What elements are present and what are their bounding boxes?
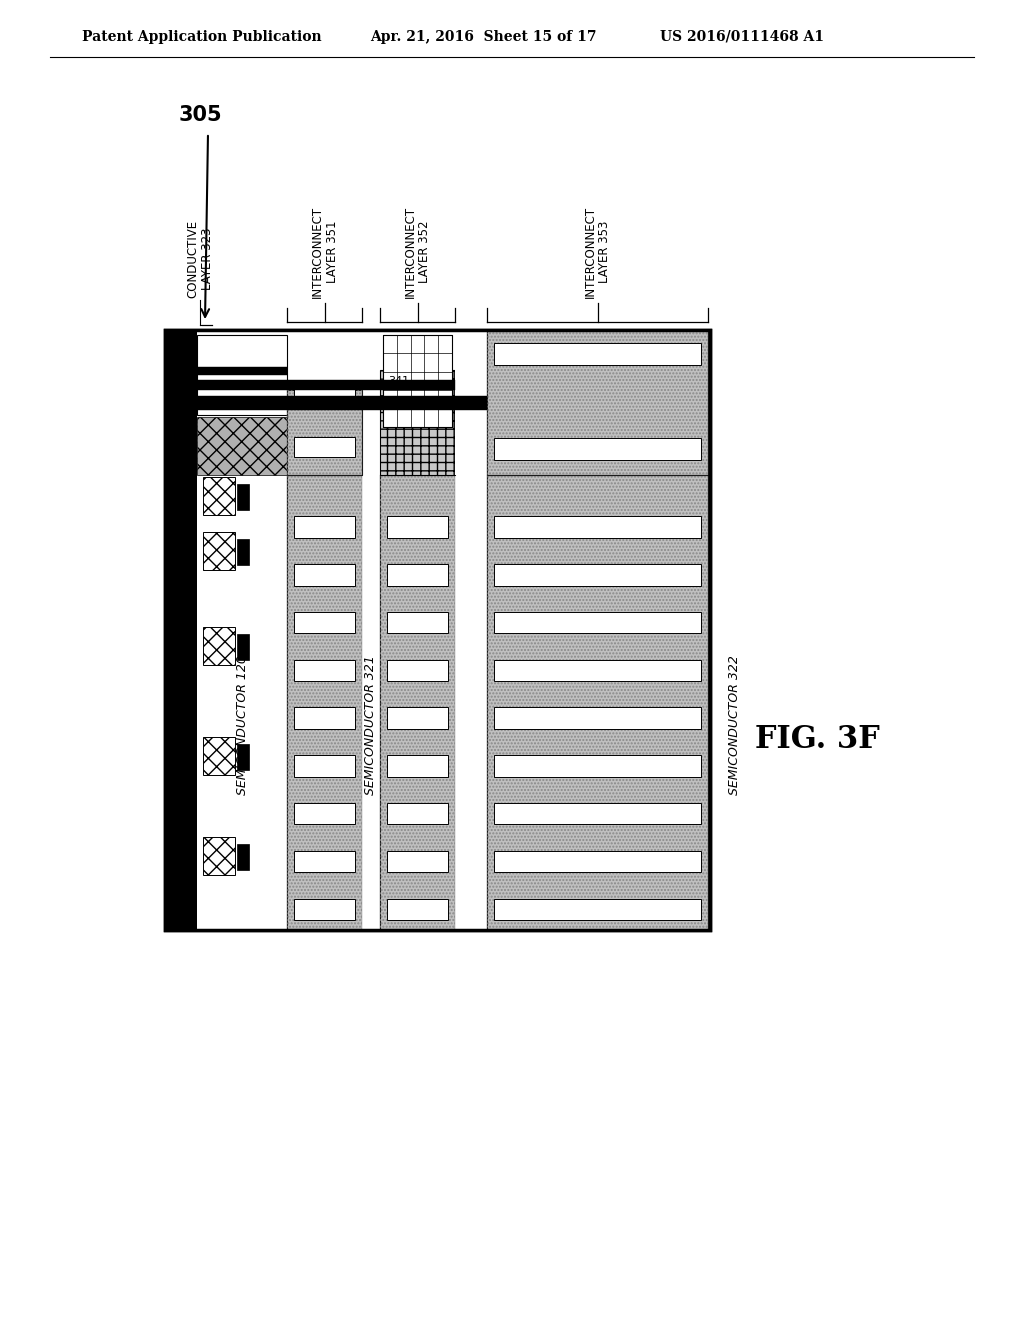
Bar [287, 389, 362, 475]
Bar [197, 442, 362, 446]
Bar [197, 330, 710, 475]
Bar [387, 803, 449, 825]
Bar [487, 475, 708, 931]
Text: INTERCONNECT
LAYER 351: INTERCONNECT LAYER 351 [310, 206, 339, 298]
Text: SEMICONDUCTOR 321: SEMICONDUCTOR 321 [365, 655, 378, 795]
Bar [237, 843, 249, 870]
Bar [294, 660, 355, 681]
Bar [294, 612, 355, 634]
Bar [197, 434, 362, 438]
Bar [203, 477, 234, 515]
Bar [387, 612, 449, 634]
Bar [197, 426, 362, 430]
Bar [380, 475, 455, 931]
Text: INTERCONNECT
LAYER 352: INTERCONNECT LAYER 352 [403, 206, 431, 298]
Bar [362, 475, 380, 931]
Text: SEMICONDUCTOR 322: SEMICONDUCTOR 322 [728, 655, 741, 795]
Bar [494, 516, 701, 537]
Bar [294, 899, 355, 920]
Bar [494, 564, 701, 586]
Bar [294, 516, 355, 537]
Bar [494, 755, 701, 776]
Text: Patent Application Publication: Patent Application Publication [82, 30, 322, 44]
Bar [387, 516, 449, 537]
Bar [387, 755, 449, 776]
Bar [383, 335, 452, 426]
Bar [387, 899, 449, 920]
Bar [165, 330, 710, 931]
Bar [237, 744, 249, 770]
Bar [487, 330, 708, 475]
Bar [455, 330, 487, 475]
Bar [237, 539, 249, 565]
Bar [380, 475, 455, 931]
Bar [294, 803, 355, 825]
Bar [494, 850, 701, 873]
Text: Apr. 21, 2016  Sheet 15 of 17: Apr. 21, 2016 Sheet 15 of 17 [370, 30, 597, 44]
Bar [197, 367, 287, 375]
Text: SEMICONDUCTOR 120: SEMICONDUCTOR 120 [236, 655, 249, 795]
Bar [197, 466, 362, 470]
Bar [287, 389, 362, 475]
Bar [387, 660, 449, 681]
Bar [494, 899, 701, 920]
Bar [197, 335, 287, 414]
Bar [197, 396, 487, 411]
Bar [203, 737, 234, 775]
Bar [197, 450, 362, 454]
Bar [197, 417, 287, 475]
Bar [165, 330, 710, 931]
Bar [197, 418, 362, 422]
Bar [294, 850, 355, 873]
Text: CONDUCTIVE
LAYER 323: CONDUCTIVE LAYER 323 [186, 220, 214, 298]
Text: FIG. 3F: FIG. 3F [755, 725, 880, 755]
Bar [197, 458, 362, 462]
Bar [203, 532, 234, 570]
Bar [294, 437, 355, 457]
Bar [203, 837, 234, 875]
Bar [494, 708, 701, 729]
Bar [387, 850, 449, 873]
Bar [487, 475, 708, 931]
Bar [387, 564, 449, 586]
Bar [165, 330, 197, 931]
Bar [294, 564, 355, 586]
Bar [197, 475, 287, 931]
Bar [494, 612, 701, 634]
Text: 305: 305 [178, 106, 222, 125]
Bar [494, 438, 701, 459]
Bar [237, 634, 249, 660]
Text: 341: 341 [388, 376, 410, 385]
Bar [380, 370, 455, 475]
Bar [494, 343, 701, 366]
Bar [197, 380, 455, 389]
Bar [387, 708, 449, 729]
Bar [494, 803, 701, 825]
Bar [455, 475, 487, 931]
Text: INTERCONNECT
LAYER 353: INTERCONNECT LAYER 353 [584, 206, 611, 298]
Bar [287, 475, 362, 931]
Bar [287, 475, 362, 931]
Bar [294, 755, 355, 776]
Bar [294, 385, 355, 405]
Bar [494, 660, 701, 681]
Bar [294, 708, 355, 729]
Bar [237, 484, 249, 510]
Bar [203, 627, 234, 665]
Bar [487, 330, 708, 475]
Text: US 2016/0111468 A1: US 2016/0111468 A1 [660, 30, 824, 44]
